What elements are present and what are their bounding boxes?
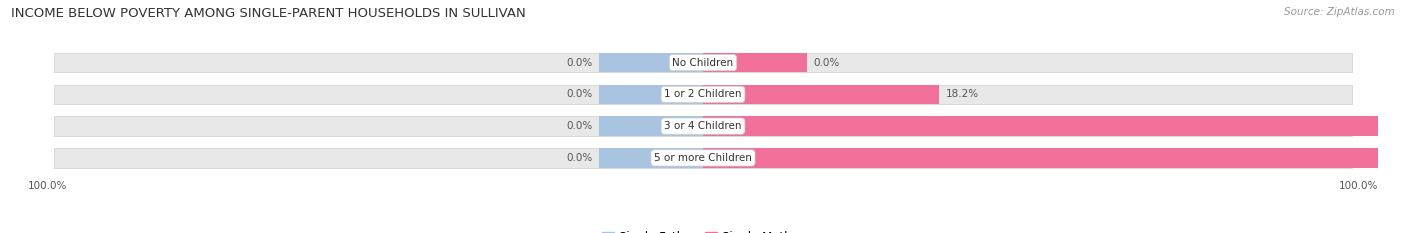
Text: 5 or more Children: 5 or more Children: [654, 153, 752, 163]
Text: 0.0%: 0.0%: [567, 121, 593, 131]
Bar: [703, 53, 807, 72]
Bar: [703, 116, 1406, 136]
Bar: [599, 53, 703, 72]
Bar: [53, 148, 1353, 168]
Bar: [599, 148, 703, 168]
Text: 0.0%: 0.0%: [567, 153, 593, 163]
Text: 100.0%: 100.0%: [1339, 181, 1378, 191]
Legend: Single Father, Single Mother: Single Father, Single Mother: [598, 226, 808, 233]
Bar: [703, 148, 1406, 168]
Bar: [53, 53, 1353, 72]
Text: 3 or 4 Children: 3 or 4 Children: [664, 121, 742, 131]
Text: 0.0%: 0.0%: [567, 58, 593, 68]
Bar: [599, 85, 703, 104]
Bar: [703, 85, 939, 104]
Text: INCOME BELOW POVERTY AMONG SINGLE-PARENT HOUSEHOLDS IN SULLIVAN: INCOME BELOW POVERTY AMONG SINGLE-PARENT…: [11, 7, 526, 20]
Text: 18.2%: 18.2%: [946, 89, 979, 99]
Bar: [53, 116, 1353, 136]
Text: No Children: No Children: [672, 58, 734, 68]
Bar: [599, 116, 703, 136]
Text: 0.0%: 0.0%: [813, 58, 839, 68]
Text: Source: ZipAtlas.com: Source: ZipAtlas.com: [1284, 7, 1395, 17]
Text: 0.0%: 0.0%: [567, 89, 593, 99]
Text: 100.0%: 100.0%: [28, 181, 67, 191]
Bar: [53, 85, 1353, 104]
Text: 1 or 2 Children: 1 or 2 Children: [664, 89, 742, 99]
